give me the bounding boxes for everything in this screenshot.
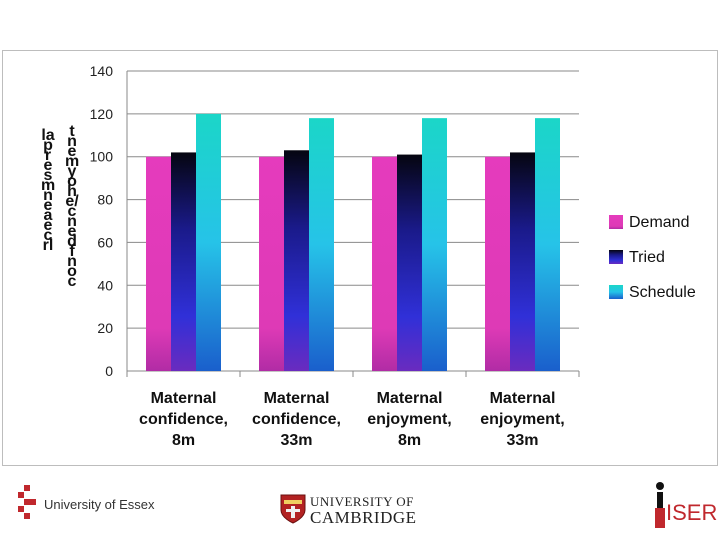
legend-layer: Demand Tried Schedule bbox=[609, 214, 696, 301]
x-category-label: 33m bbox=[506, 432, 538, 449]
cambridge-wordmark-line2: CAMBRIDGE bbox=[310, 508, 417, 527]
bar-tried-3 bbox=[397, 154, 422, 371]
cambridge-wordmark-line1: UNIVERSITY OF bbox=[310, 494, 414, 509]
legend-swatch-demand bbox=[609, 215, 623, 229]
x-category-label: Maternal bbox=[377, 390, 443, 407]
y-tick-label: 100 bbox=[90, 149, 114, 165]
y-tick-label: 60 bbox=[97, 234, 113, 250]
footer: University of Essex UNIVERSITY OF CAMBRI… bbox=[0, 470, 720, 540]
y-axis-label-col2: tnemyohe/cnedfnoc bbox=[65, 123, 80, 290]
bar-demand-2 bbox=[259, 156, 284, 371]
bar-tried-2 bbox=[284, 150, 309, 371]
bar-schedule-3 bbox=[422, 118, 447, 372]
x-category-label: confidence, bbox=[252, 411, 341, 428]
y-tick-label: 120 bbox=[90, 106, 114, 122]
bar-schedule-4 bbox=[535, 118, 560, 372]
bars-layer bbox=[146, 113, 560, 372]
x-category-label: 33m bbox=[280, 432, 312, 449]
x-category-label: enjoyment, bbox=[480, 411, 564, 428]
y-axis-label-col1: lapresmn eaecrl bbox=[41, 127, 56, 254]
x-category-label: Maternal bbox=[151, 390, 217, 407]
x-category-label: 8m bbox=[172, 432, 195, 449]
essex-mark-icon bbox=[18, 485, 36, 519]
university-of-essex-logo: University of Essex bbox=[18, 485, 168, 525]
legend-swatch-tried bbox=[609, 250, 623, 264]
bar-demand-4 bbox=[485, 156, 510, 371]
university-of-cambridge-logo: UNIVERSITY OF CAMBRIDGE bbox=[280, 492, 440, 532]
legend-label-demand: Demand bbox=[629, 214, 689, 231]
legend-label-tried: Tried bbox=[629, 249, 665, 266]
y-tick-label: 0 bbox=[105, 363, 113, 379]
bar-chart: 0 20 40 60 80 100 120 140 Maternal confidence, 8m M… bbox=[90, 63, 696, 449]
y-tick-label: 20 bbox=[97, 320, 113, 336]
x-category-label: confidence, bbox=[139, 411, 228, 428]
bar-schedule-2 bbox=[309, 118, 334, 372]
legend-label-schedule: Schedule bbox=[629, 284, 696, 301]
bar-tried-4 bbox=[510, 152, 535, 371]
y-tick-label: 140 bbox=[90, 63, 114, 79]
x-category-label: enjoyment, bbox=[367, 411, 451, 428]
iser-figure-icon bbox=[655, 482, 665, 528]
cambridge-shield-icon bbox=[280, 494, 306, 524]
bar-schedule-1 bbox=[196, 113, 221, 371]
x-category-label: 8m bbox=[398, 432, 421, 449]
iser-logo: ISER bbox=[650, 480, 718, 535]
x-category-label: Maternal bbox=[264, 390, 330, 407]
x-category-label: Maternal bbox=[490, 390, 556, 407]
bar-demand-1 bbox=[146, 156, 171, 371]
iser-wordmark: ISER bbox=[666, 500, 718, 525]
essex-wordmark: University of Essex bbox=[44, 497, 155, 512]
legend-swatch-schedule bbox=[609, 285, 623, 299]
y-tick-label: 40 bbox=[97, 277, 113, 293]
bar-tried-1 bbox=[171, 152, 196, 371]
bar-demand-3 bbox=[372, 156, 397, 371]
chart-frame: 0 20 40 60 80 100 120 140 Maternal confidence, 8m M… bbox=[2, 50, 718, 466]
y-tick-label: 80 bbox=[97, 192, 113, 208]
slide-top-area bbox=[0, 0, 720, 50]
labels-layer: 0 20 40 60 80 100 120 140 Maternal confidence, 8m M… bbox=[90, 63, 565, 449]
